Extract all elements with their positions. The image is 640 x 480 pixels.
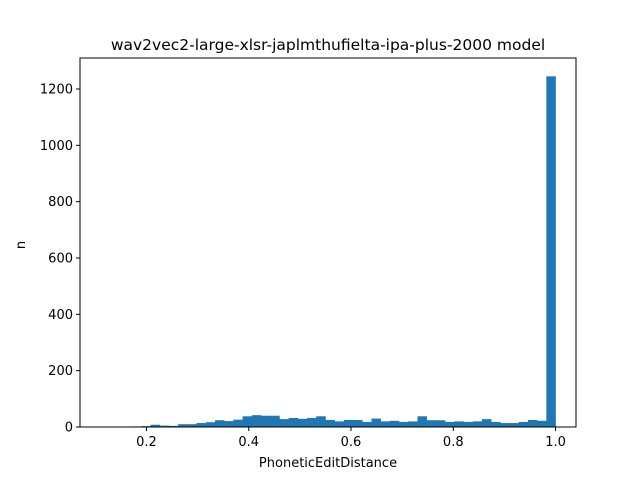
histogram-bar — [242, 416, 253, 427]
histogram-bar — [150, 424, 161, 427]
y-tick-label: 0 — [65, 421, 73, 436]
y-tick-label: 1200 — [40, 82, 73, 97]
y-tick-label: 200 — [48, 364, 73, 379]
x-tick-label: 0.8 — [443, 435, 464, 450]
histogram-bar — [288, 417, 299, 427]
histogram-bar — [279, 419, 289, 427]
histogram-bar — [435, 420, 446, 427]
histogram-bar — [371, 418, 381, 427]
histogram-bar — [261, 415, 271, 427]
histogram-bar — [481, 419, 492, 427]
histogram-bar — [491, 421, 501, 427]
histogram-bar — [537, 420, 547, 427]
histogram-bar — [224, 421, 234, 427]
histogram-bar — [334, 421, 345, 427]
histogram-bar — [297, 418, 308, 427]
histogram-bar — [233, 419, 243, 427]
histogram-bar — [445, 421, 455, 427]
histogram-bar — [426, 420, 437, 427]
x-tick-label: 1.0 — [545, 435, 566, 450]
histogram-bar — [353, 419, 363, 427]
y-tick-label: 600 — [48, 251, 73, 266]
histogram-bar — [343, 419, 354, 427]
x-axis-label: PhoneticEditDistance — [259, 456, 397, 471]
axes-group: 0.2 0.4 0.6 0.8 1.0 0 200 400 600 800 1000 1200 — [40, 57, 577, 450]
histogram-bar — [380, 421, 391, 427]
histogram-bar — [178, 424, 188, 427]
histogram-bar — [463, 421, 474, 427]
histogram-bar — [417, 416, 427, 427]
y-tick-label: 400 — [48, 308, 73, 323]
histogram-bar — [527, 419, 538, 427]
chart-title: wav2vec2-large-xlsr-japlmthufielta-ipa-p… — [111, 36, 545, 54]
histogram-bar — [270, 415, 280, 427]
histogram-bar — [454, 421, 464, 427]
bars-group — [132, 76, 556, 428]
x-tick-label: 0.4 — [238, 435, 259, 450]
histogram-bar — [472, 421, 483, 427]
y-tick-label: 800 — [48, 195, 73, 210]
histogram-bar — [509, 423, 520, 427]
histogram-bar — [214, 420, 225, 427]
histogram-bar — [500, 423, 510, 427]
x-tick-label: 0.2 — [136, 435, 157, 450]
histogram-bar — [196, 423, 207, 427]
histogram-bar — [546, 76, 556, 428]
histogram-bar — [362, 421, 372, 427]
histogram-bar — [187, 424, 197, 427]
histogram-bar — [408, 421, 418, 427]
histogram-bar — [399, 421, 409, 427]
y-tick-label: 1000 — [40, 139, 73, 154]
histogram-bar — [307, 417, 317, 427]
histogram-bar — [325, 419, 335, 427]
y-axis-label: n — [14, 241, 29, 249]
histogram-bar — [251, 415, 262, 427]
x-tick-label: 0.6 — [341, 435, 362, 450]
histogram-bar — [159, 425, 170, 427]
histogram-bar — [168, 425, 179, 427]
histogram-bar — [518, 421, 529, 427]
histogram-bar — [389, 420, 400, 427]
histogram-bar — [205, 422, 216, 427]
histogram-bar — [316, 416, 326, 427]
plot-frame — [79, 57, 577, 428]
